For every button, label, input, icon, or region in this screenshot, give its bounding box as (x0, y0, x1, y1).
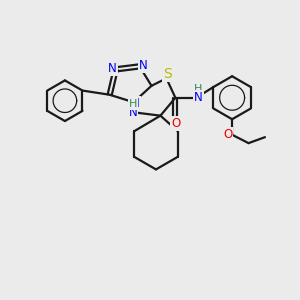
Text: N: N (131, 97, 140, 110)
Text: O: O (223, 128, 232, 141)
Text: H: H (194, 84, 202, 94)
Text: N: N (108, 62, 116, 75)
Text: O: O (171, 117, 181, 130)
Text: N: N (139, 59, 148, 72)
Text: H: H (129, 99, 137, 109)
Text: N: N (194, 91, 203, 104)
Text: S: S (163, 67, 171, 81)
Text: N: N (129, 106, 137, 119)
